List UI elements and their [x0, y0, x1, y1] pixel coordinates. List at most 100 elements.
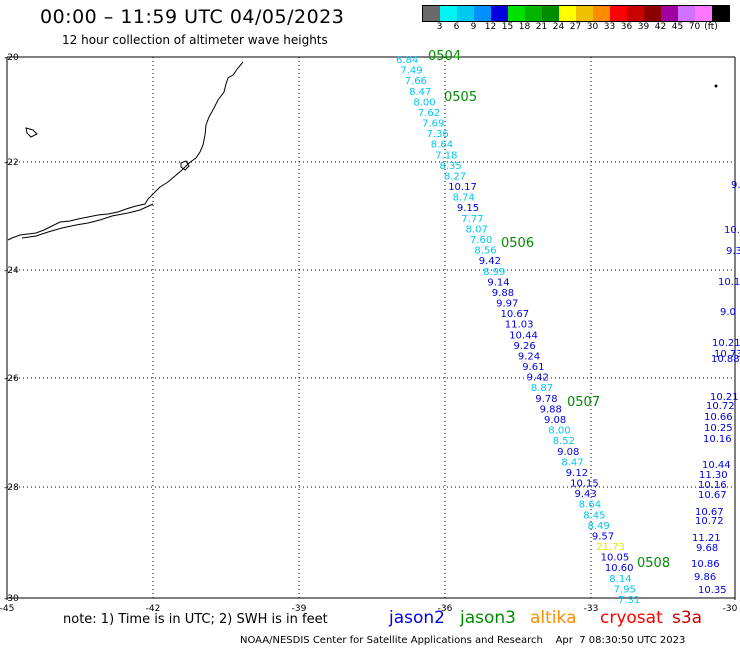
- swh-value-label: 7.66: [405, 76, 427, 87]
- track-time-label: 0505: [444, 90, 477, 105]
- coastline-island: [180, 160, 190, 171]
- lat-tick-label: -26: [4, 374, 19, 384]
- swh-value-label: 6.84: [396, 55, 418, 66]
- swh-value-label: 7.95: [614, 584, 636, 595]
- track-time-label: 0508: [637, 556, 670, 571]
- lat-tick-label: -28: [4, 483, 19, 493]
- coastline-island: [25, 127, 38, 138]
- swh-value-label: 11.30: [699, 470, 728, 481]
- swh-value-label: 8.47: [561, 457, 583, 468]
- swh-value-label: 9.97: [496, 299, 518, 310]
- track-time-labels: 0504 0505 0506 0507 0508: [428, 49, 670, 571]
- swh-value-label: 10.15: [570, 479, 599, 490]
- lon-tick-label: -33: [584, 604, 599, 614]
- lat-tick-label: -20: [4, 53, 19, 63]
- swh-value-label: 10.86: [691, 559, 720, 570]
- swh-value-label: 10.72: [695, 516, 724, 527]
- legend-tick-label: 42: [654, 22, 667, 32]
- legend-color-swatch: [440, 6, 457, 21]
- swh-value-label: 9.61: [522, 362, 544, 373]
- swh-value-label: 9.57: [592, 532, 614, 543]
- legend-tick-label: 33: [603, 22, 616, 32]
- swh-value-label: 10.73: [714, 349, 740, 360]
- swh-value-label: 10.72: [706, 401, 735, 412]
- swh-value-label: 9.42: [527, 373, 549, 384]
- map-grid: [6, 56, 736, 600]
- legend-tick-label: 15: [501, 22, 514, 32]
- legend-color-swatch: [457, 6, 474, 21]
- swh-value-label: 9.15: [457, 203, 479, 214]
- swh-value-label: 10.: [724, 225, 740, 236]
- swh-value-label: 9.08: [557, 447, 579, 458]
- swh-value-label: 9.08: [544, 415, 566, 426]
- legend-color-swatch: [542, 6, 559, 21]
- swh-value-label: 7.49: [400, 66, 422, 77]
- swh-value-label: 8.47: [409, 87, 431, 98]
- legend-tick-label: 36: [620, 22, 633, 32]
- legend-tick-label: 18: [518, 22, 531, 32]
- swh-value-label: 8.99: [483, 267, 505, 278]
- legend-tick-label: 39: [637, 22, 650, 32]
- swh-value-label: 10.44: [702, 460, 731, 471]
- legend-color-swatch: [508, 6, 525, 21]
- swh-value-label: 10.60: [605, 563, 634, 574]
- legend-unit-label: (ft): [704, 22, 718, 32]
- swh-value-label: 8.14: [609, 574, 631, 585]
- color-legend: [422, 5, 730, 22]
- swh-value-label: 8.45: [583, 510, 605, 521]
- legend-color-swatch: [423, 6, 440, 21]
- lat-tick-label: -24: [4, 266, 19, 276]
- track-time-label: 0506: [501, 236, 534, 251]
- swh-value-label: 9.24: [518, 352, 540, 363]
- swh-value-label: 7.18: [435, 150, 457, 161]
- swh-value-label: 10.67: [698, 490, 727, 501]
- legend-tick-label: 30: [586, 22, 599, 32]
- swh-value-label: 10.35: [698, 585, 727, 596]
- swh-value-label: 11.03: [505, 320, 534, 331]
- swh-value-label: 7.77: [461, 214, 483, 225]
- satellite-legend-jason2: jason2: [389, 608, 445, 628]
- legend-color-swatch: [695, 6, 712, 21]
- swh-value-label: 10.67: [695, 507, 724, 518]
- swh-value-label: 8.00: [548, 426, 570, 437]
- swh-track-right: 10.2110.7210.6610.2510.1610.4411.3010.16…: [691, 392, 739, 596]
- swh-track-main: 6.847.497.668.478.007.627.697.368.647.18…: [396, 55, 640, 606]
- legend-color-swatch: [593, 6, 610, 21]
- swh-value-label: 10.21: [710, 392, 739, 403]
- swh-value-label: 9.68: [696, 543, 718, 554]
- swh-value-label: 10.16: [703, 434, 732, 445]
- legend-tick-label: 12: [484, 22, 497, 32]
- swh-value-label: 8.27: [444, 172, 466, 183]
- legend-tick-label: 24: [552, 22, 565, 32]
- swh-value-label: 10.66: [704, 412, 733, 423]
- legend-color-swatch: [525, 6, 542, 21]
- satellite-legend-jason3: jason3: [460, 608, 516, 628]
- swh-value-label: 10.16: [698, 480, 727, 491]
- coastline: [7, 61, 244, 241]
- legend-tick-label: 9: [470, 22, 477, 32]
- legend-tick-label: 3: [436, 22, 443, 32]
- small-island-dot: [714, 84, 718, 88]
- track-time-label: 0504: [428, 49, 461, 64]
- swh-value-label: 9.3: [726, 246, 740, 257]
- axis-labels: -45 -42 -39 -36 -33 -30 -20 -22 -24 -26 -28 -30: [0, 53, 738, 614]
- lon-tick-label: -30: [723, 604, 738, 614]
- swh-value-label: 10.1: [718, 277, 740, 288]
- swh-value-label: 9.14: [487, 277, 509, 288]
- credit-footer: NOAA/NESDIS Center for Satellite Applica…: [240, 635, 686, 646]
- legend-color-swatch: [678, 6, 695, 21]
- swh-value-label: 10.88: [711, 354, 740, 365]
- legend-color-swatch: [644, 6, 661, 21]
- swh-value-label: 8.35: [440, 161, 462, 172]
- lon-tick-label: -39: [292, 604, 307, 614]
- legend-color-swatch: [491, 6, 508, 21]
- swh-value-label: 9.12: [566, 468, 588, 479]
- swh-value-label: 8.64: [579, 500, 601, 511]
- lon-tick-label: -42: [146, 604, 161, 614]
- swh-value-label: 9.86: [694, 572, 716, 583]
- legend-tick-label: 21: [535, 22, 548, 32]
- legend-color-swatch: [559, 6, 576, 21]
- swh-value-label: 10.44: [509, 330, 538, 341]
- swh-value-label: 7.60: [470, 235, 492, 246]
